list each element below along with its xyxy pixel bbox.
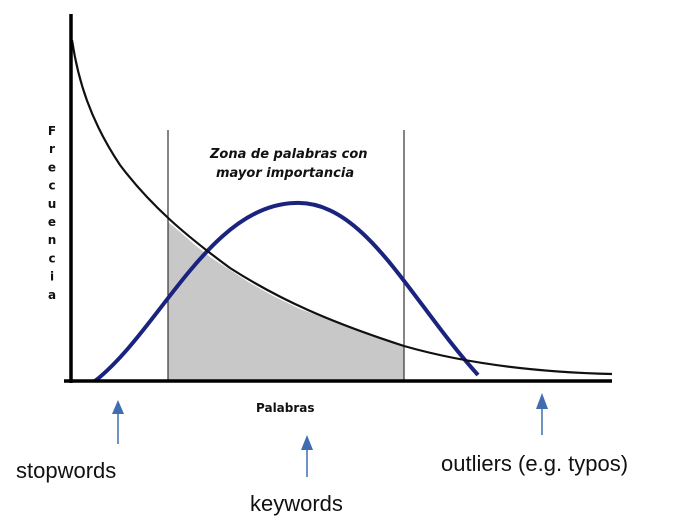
y-axis-label-letter: u <box>48 197 57 211</box>
y-axis-label-letter: c <box>48 179 55 193</box>
outliers-label: outliers (e.g. typos) <box>441 451 629 476</box>
stopwords-label: stopwords <box>16 458 117 483</box>
y-axis-label-letter: e <box>48 215 56 229</box>
x-axis-label: Palabras <box>256 401 315 415</box>
y-axis-label-letter: i <box>50 270 54 284</box>
keywords-label: keywords <box>250 491 343 516</box>
keywords-arrow <box>301 435 313 477</box>
y-axis-label-letter: r <box>49 142 55 156</box>
zipf-frequency-curve <box>70 39 613 376</box>
shaded-importance-region <box>168 222 404 381</box>
y-axis-label-letter: F <box>48 124 56 138</box>
zone-label-line1: Zona de palabras con <box>209 147 368 162</box>
zone-label-line2: mayor importancia <box>216 166 354 181</box>
y-axis-label-letter: e <box>48 160 56 174</box>
y-axis-label-letter: a <box>48 288 56 302</box>
importance-curve <box>93 200 480 383</box>
y-axis-label-letter: n <box>48 233 57 247</box>
stopwords-arrow <box>112 400 124 444</box>
outliers-arrow <box>536 393 548 435</box>
y-axis-label-letter: c <box>48 251 55 265</box>
